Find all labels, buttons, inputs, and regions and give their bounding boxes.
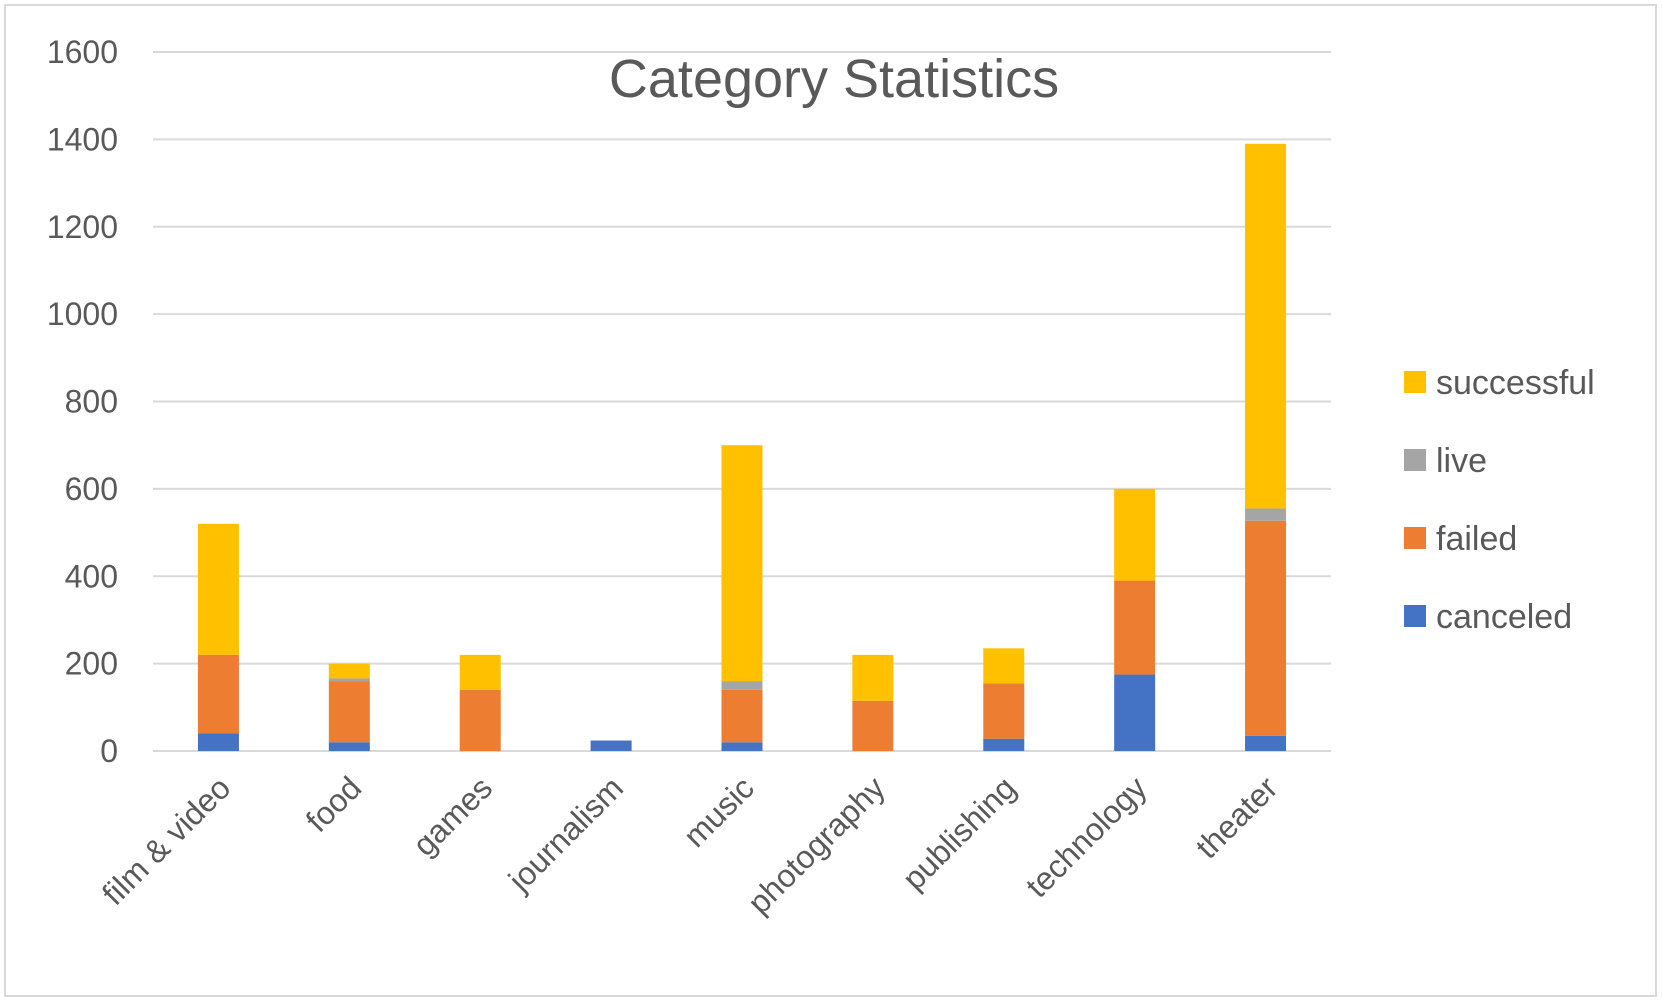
bar-segment-successful	[197, 523, 239, 655]
bar-segment-live	[328, 678, 370, 682]
bar-segment-canceled	[721, 742, 763, 751]
x-category-label: technology	[1019, 769, 1154, 904]
legend-label: canceled	[1436, 598, 1572, 636]
bar-segment-canceled	[1245, 735, 1287, 751]
x-category-label: journalism	[501, 769, 630, 898]
bar-segment-failed	[459, 689, 501, 751]
chart-frame	[4, 4, 1657, 997]
chart-title: Category Statistics	[609, 49, 1059, 109]
x-category-label: food	[299, 769, 368, 838]
legend-label: failed	[1436, 520, 1517, 558]
bar-segment-failed	[1114, 580, 1156, 675]
y-tick-label: 1600	[47, 34, 118, 70]
bar-segment-canceled	[328, 742, 370, 751]
bar-segment-successful	[1114, 488, 1156, 581]
bar-segment-failed	[1245, 520, 1287, 736]
x-category-label: photography	[741, 769, 892, 920]
y-tick-label: 800	[65, 384, 118, 420]
y-tick-label: 1400	[47, 121, 118, 157]
bar-segment-canceled	[197, 733, 239, 751]
x-category-label: film & video	[95, 769, 237, 911]
bars	[197, 143, 1287, 751]
y-tick-label: 1000	[47, 296, 118, 332]
x-category-label: publishing	[895, 769, 1022, 896]
y-tick-label: 0	[100, 733, 118, 769]
bar-segment-canceled	[983, 738, 1025, 751]
bar-segment-successful	[1245, 143, 1287, 509]
bar-segment-successful	[852, 654, 894, 701]
x-category-label: games	[406, 769, 499, 862]
bar-segment-canceled	[1114, 674, 1156, 751]
x-category-label: music	[676, 769, 761, 854]
bar-segment-canceled	[590, 740, 632, 751]
bar-segment-live	[721, 681, 763, 690]
bar-segment-failed	[852, 700, 894, 751]
legend-swatch-live	[1404, 449, 1426, 471]
bar-segment-live	[1245, 508, 1287, 521]
legend-swatch-failed	[1404, 527, 1426, 549]
bar-segment-failed	[721, 689, 763, 743]
legend: successful live failed canceled	[1404, 364, 1595, 636]
legend-swatch-successful	[1404, 371, 1426, 393]
y-axis-tick-labels: 0 200 400 600 800 1000 1200 1400 1600	[47, 34, 118, 769]
bar-segment-successful	[983, 648, 1025, 684]
legend-label: successful	[1436, 364, 1595, 402]
y-tick-label: 1200	[47, 209, 118, 245]
bar-segment-failed	[197, 654, 239, 734]
x-axis-category-labels: film & video food games journalism musicphot…	[95, 769, 1285, 921]
bar-segment-successful	[459, 654, 501, 690]
y-tick-label: 400	[65, 558, 118, 594]
bar-segment-successful	[328, 663, 370, 679]
bar-segment-failed	[983, 683, 1025, 739]
legend-swatch-canceled	[1404, 605, 1426, 627]
bar-segment-failed	[328, 681, 370, 743]
y-tick-label: 600	[65, 471, 118, 507]
legend-label: live	[1436, 442, 1487, 480]
x-category-label: theater	[1189, 769, 1285, 865]
y-tick-label: 200	[65, 646, 118, 682]
bar-segment-successful	[721, 445, 763, 682]
